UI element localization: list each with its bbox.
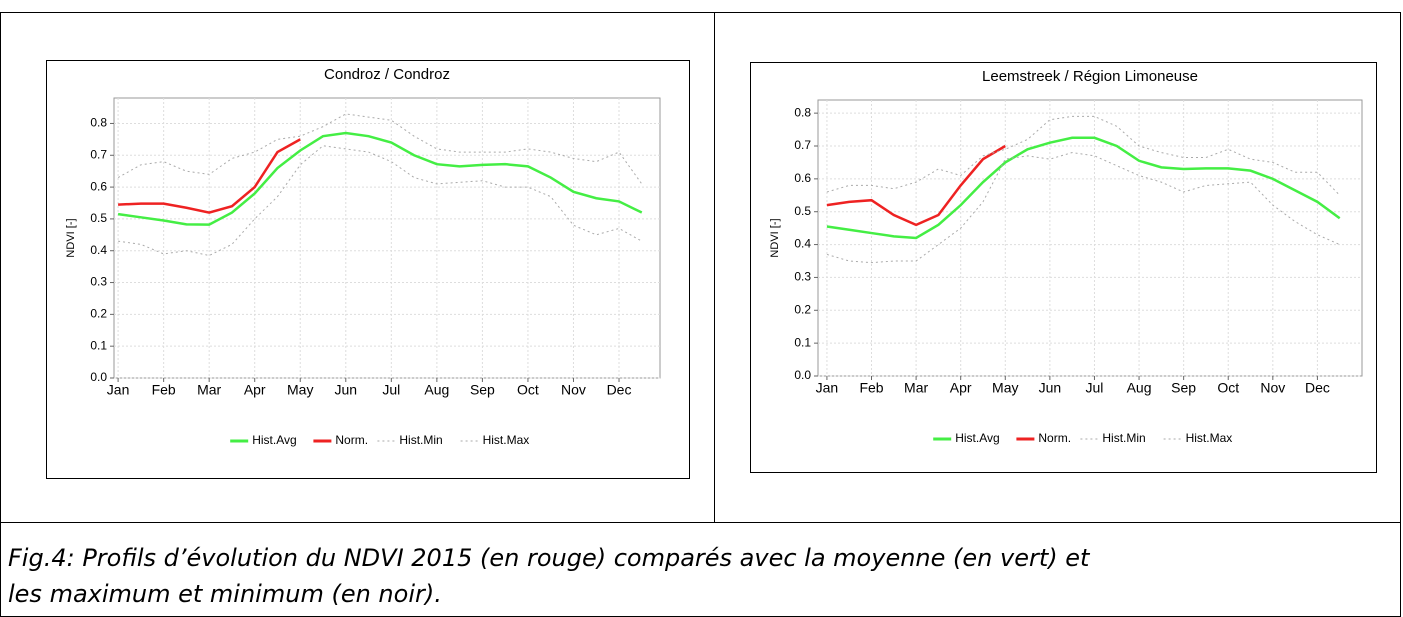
series-line — [117, 131, 643, 226]
y-tick-label: 0.3 — [794, 270, 811, 284]
x-tick-label: Mar — [904, 380, 928, 396]
legend-label: Hist.Max — [483, 433, 530, 447]
x-tick-label: Aug — [1127, 380, 1152, 396]
series-line — [118, 145, 643, 257]
x-tick-label: Jul — [1086, 380, 1104, 396]
y-tick-label: 0.5 — [794, 204, 811, 218]
series-line — [118, 138, 301, 214]
series-line — [826, 144, 1006, 227]
legend-label: Hist.Max — [1186, 431, 1233, 445]
x-tick-label: May — [992, 380, 1018, 396]
x-tick-label: Jul — [382, 382, 400, 398]
y-tick-label: 0.4 — [90, 243, 107, 257]
y-tick-label: 0.5 — [90, 211, 107, 225]
y-tick-label: 0.8 — [794, 105, 811, 119]
legend-label: Hist.Avg — [252, 433, 296, 447]
y-tick-label: 0.0 — [794, 368, 811, 382]
y-tick-label: 0.6 — [90, 179, 107, 193]
x-tick-label: Sep — [470, 382, 495, 398]
x-tick-label: Feb — [152, 382, 176, 398]
x-tick-label: Jan — [107, 382, 130, 398]
series-line — [826, 136, 1341, 240]
legend-label: Hist.Avg — [955, 431, 999, 445]
caption: Fig.4: Profils d’évolution du NDVI 2015 … — [8, 544, 1090, 608]
legend-label: Hist.Min — [399, 433, 442, 447]
y-tick-label: 0.8 — [90, 116, 107, 130]
series-line — [826, 115, 1341, 196]
legend-label: Hist.Min — [1102, 431, 1145, 445]
y-tick-label: 0.7 — [794, 138, 811, 152]
x-tick-label: Nov — [1260, 380, 1285, 396]
x-tick-label: Nov — [561, 382, 586, 398]
x-tick-label: May — [287, 382, 313, 398]
x-tick-label: Jan — [816, 380, 839, 396]
x-tick-label: Mar — [197, 382, 221, 398]
plot-area — [113, 97, 661, 379]
y-tick-label: 0.2 — [90, 307, 107, 321]
series-line — [117, 113, 643, 185]
x-tick-label: Sep — [1171, 380, 1196, 396]
y-axis-label: NDVI [-] — [65, 218, 77, 257]
x-tick-label: Jun — [1039, 380, 1062, 396]
y-tick-label: 0.3 — [90, 275, 107, 289]
chart: 0.0 0.1 0.2 0.3 0.4 0.5 0.6 0.7 0.8 Jan Feb Mar Apr M… — [46, 60, 690, 479]
x-tick-label: Apr — [950, 380, 972, 396]
x-tick-label: Dec — [1305, 380, 1330, 396]
x-tick-label: Apr — [244, 382, 266, 398]
x-tick-label: Dec — [607, 382, 632, 398]
y-tick-label: 0.7 — [90, 147, 107, 161]
x-tick-label: Aug — [424, 382, 449, 398]
y-tick-label: 0.0 — [90, 370, 107, 384]
y-tick-label: 0.2 — [794, 302, 811, 316]
y-tick-label: 0.1 — [794, 335, 811, 349]
y-tick-label: 0.4 — [794, 237, 811, 251]
series-line — [826, 152, 1340, 264]
x-tick-label: Jun — [334, 382, 357, 398]
x-tick-label: Feb — [859, 380, 883, 396]
chart-title: Condroz / Condroz — [324, 66, 450, 83]
x-tick-label: Oct — [1217, 380, 1239, 396]
chart-title: Leemstreek / Région Limoneuse — [982, 68, 1198, 85]
legend-label: Norm. — [335, 433, 368, 447]
y-tick-label: 0.6 — [794, 171, 811, 185]
x-tick-label: Oct — [517, 382, 539, 398]
y-tick-label: 0.1 — [90, 338, 107, 352]
y-axis-label: NDVI [-] — [769, 218, 781, 257]
chart: 0.0 0.1 0.2 0.3 0.4 0.5 0.6 0.7 0.8 Jan Feb Mar Apr M… — [750, 62, 1377, 473]
legend-label: Norm. — [1038, 431, 1071, 445]
